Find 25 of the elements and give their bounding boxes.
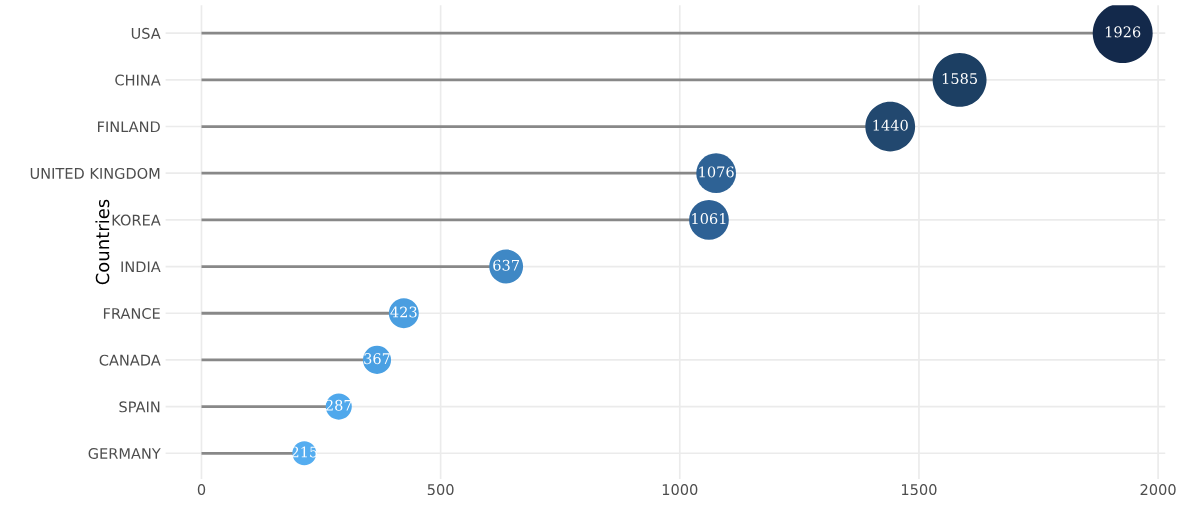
data-label: 287 [325, 399, 352, 411]
y-tick-label: USA [131, 27, 161, 39]
y-axis-title: Countries [95, 199, 110, 285]
y-tick-label: GERMANY [88, 447, 161, 460]
x-tick-label: 2000 [1140, 484, 1176, 496]
x-tick-label: 1000 [662, 484, 698, 496]
y-tick-label: FRANCE [103, 307, 160, 319]
y-tick-label: INDIA [121, 261, 161, 273]
data-label: 423 [390, 306, 417, 318]
y-tick-label: UNITED KINGDOM [30, 167, 160, 179]
data-label: 1076 [699, 166, 734, 178]
data-label: 1061 [692, 213, 726, 225]
y-tick-label: SPAIN [119, 401, 160, 413]
data-label: 1926 [1105, 26, 1141, 38]
data-label: 637 [493, 259, 520, 271]
x-tick-label: 0 [197, 484, 206, 496]
x-tick-label: 500 [427, 484, 454, 496]
y-tick-label: FINLAND [98, 121, 160, 133]
y-tick-label: KOREA [112, 214, 161, 226]
y-tick-label: CANADA [99, 354, 161, 366]
data-label: 1585 [942, 73, 978, 85]
x-tick-label: 1500 [901, 484, 937, 496]
data-label: 1440 [873, 119, 908, 131]
data-label: 367 [364, 353, 390, 365]
y-tick-label: CHINA [115, 74, 161, 86]
